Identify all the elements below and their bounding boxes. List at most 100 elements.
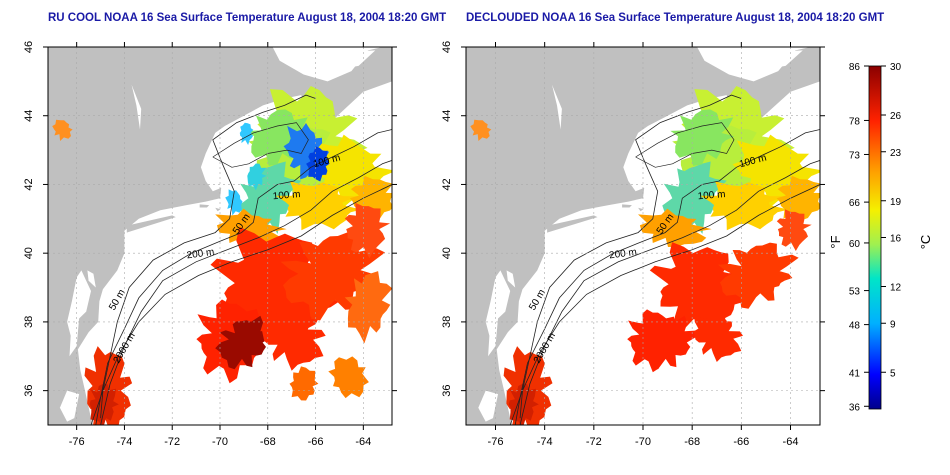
isobath-2000m <box>509 184 820 425</box>
x-tick-label: -72 <box>586 436 602 448</box>
colorbar-c-tick-label: 16 <box>890 234 902 245</box>
nantucket <box>638 207 644 212</box>
sst-slope-front <box>700 181 789 231</box>
chesapeake-bay <box>67 270 91 357</box>
colorbar-f-tick-label: 66 <box>849 198 861 209</box>
colorbar-c-tick-label: 19 <box>890 197 902 208</box>
delaware-bay <box>506 270 516 288</box>
isobath-100m <box>95 129 392 425</box>
contour-label: 200 m <box>186 247 215 262</box>
long-island <box>126 215 176 233</box>
colorbar-c-tick-label: 9 <box>890 319 896 330</box>
colorbar-f-tick-label: 78 <box>849 116 861 127</box>
sst-slope-front <box>275 181 362 231</box>
colorbar-c-tick-label: 30 <box>890 62 902 73</box>
x-tick-label: -64 <box>783 436 799 448</box>
contour-label: 100 m <box>697 189 726 202</box>
sst-slope-east <box>776 175 820 221</box>
lake-champlain <box>131 84 142 130</box>
sst-gulf-stream-east <box>718 242 799 309</box>
y-tick-label: 44 <box>23 110 35 122</box>
x-tick-label: -66 <box>308 436 324 448</box>
contour-label: 200 m <box>608 247 637 262</box>
x-tick-label: -66 <box>733 436 749 448</box>
x-tick-label: -72 <box>164 436 180 448</box>
sst-shelf-break <box>215 208 287 247</box>
sst-far-southeast <box>328 356 369 399</box>
x-tick-label: -76 <box>69 436 85 448</box>
isobath-100m <box>514 129 820 425</box>
marthas-vineyard <box>622 204 632 208</box>
x-tick-label: -64 <box>355 436 371 448</box>
colorbar-f-tick-label: 53 <box>849 287 861 298</box>
isobath-50m <box>100 94 316 419</box>
pamlico-sound <box>59 390 80 422</box>
sst-hatteras-core <box>508 383 539 425</box>
nantucket <box>215 207 221 212</box>
sst-lake-patch <box>470 119 492 141</box>
sst-shelf-break <box>638 208 712 247</box>
y-tick-label: 40 <box>23 247 35 259</box>
y-tick-label: 42 <box>441 178 453 190</box>
y-tick-label: 36 <box>441 385 453 397</box>
x-tick-label: -74 <box>537 436 553 448</box>
y-tick-label: 40 <box>441 247 453 259</box>
colorbar-f-label: °F <box>828 235 843 248</box>
delaware-bay <box>87 270 96 288</box>
x-tick-label: -76 <box>488 436 504 448</box>
colorbar-c-tick-label: 26 <box>890 111 902 122</box>
land-mass <box>466 47 820 425</box>
x-tick-label: -70 <box>635 436 651 448</box>
x-tick-label: -70 <box>212 436 228 448</box>
x-tick-label: -74 <box>116 436 132 448</box>
sst-cool-patch <box>247 163 267 191</box>
x-tick-label: -68 <box>684 436 700 448</box>
isobath-gulf-basin <box>635 122 735 168</box>
isobath-2000m <box>90 184 392 425</box>
colorbar-f-tick-label: 41 <box>849 368 861 379</box>
sst-east-patch <box>776 209 812 251</box>
sst-warm-core <box>638 315 698 370</box>
colorbar-f-tick-label: 48 <box>849 321 861 332</box>
lake-champlain <box>552 84 562 130</box>
y-tick-label: 46 <box>23 41 35 53</box>
sst-warm-core <box>215 315 273 370</box>
sst-gulf-stream-south <box>693 308 743 362</box>
sst-gulf-stream-south <box>261 298 326 371</box>
y-tick-label: 44 <box>441 110 453 122</box>
sst-hatteras-core <box>89 383 119 425</box>
colorbar-c-tick-label: 23 <box>890 148 902 159</box>
isobath-50m <box>519 94 742 419</box>
y-tick-label: 36 <box>23 385 35 397</box>
colorbar-c-tick-label: 5 <box>890 368 896 379</box>
y-tick-label: 38 <box>441 316 453 328</box>
long-island <box>547 215 598 233</box>
bay-of-fundy-inlet <box>741 50 803 72</box>
sst-southeast-patch <box>289 366 319 401</box>
contour-label: 100 m <box>272 189 301 202</box>
sst-gulf-stream-east <box>280 232 386 321</box>
sst-far-east <box>344 271 392 344</box>
sst-cool-patch-3 <box>239 122 254 145</box>
chart-title-left: RU COOL NOAA 16 Sea Surface Temperature … <box>48 12 447 24</box>
chesapeake-bay <box>485 270 511 357</box>
colorbar-f-tick-label: 36 <box>849 402 861 413</box>
pamlico-sound <box>478 390 498 422</box>
colorbar-gradient <box>868 65 882 410</box>
colorbar-f-tick-label: 86 <box>849 62 861 73</box>
marthas-vineyard <box>199 204 210 208</box>
y-tick-label: 38 <box>23 316 35 328</box>
x-tick-label: -68 <box>260 436 276 448</box>
bay-of-fundy-inlet <box>315 50 376 72</box>
sst-cool-patch-2 <box>225 189 243 216</box>
temperature-colorbar: 36 41 48 53 60 66 73 78 86 5 9 12 16 19 23 26 30 °F °C <box>828 62 933 413</box>
y-tick-label: 46 <box>441 41 453 53</box>
chart-title-right: DECLOUDED NOAA 16 Sea Surface Temperatur… <box>466 12 885 24</box>
colorbar-c-tick-label: 12 <box>890 283 902 294</box>
colorbar-c-label: °C <box>918 235 933 250</box>
isobath-gulf-basin <box>212 122 309 168</box>
colorbar-f-tick-label: 73 <box>849 150 861 161</box>
